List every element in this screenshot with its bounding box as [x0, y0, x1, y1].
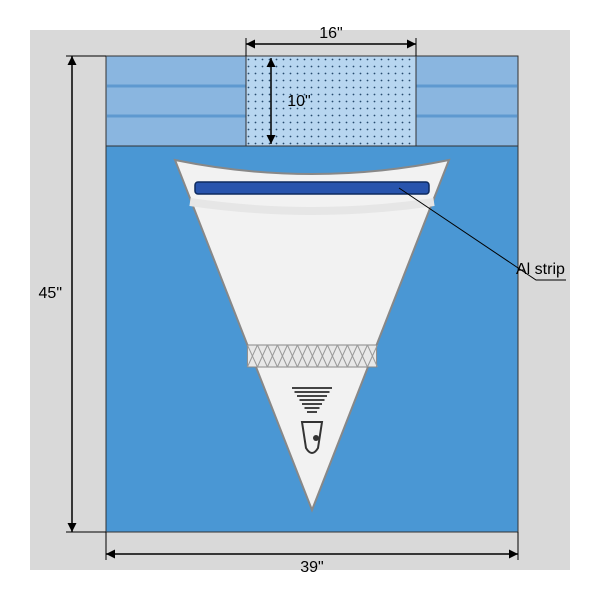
mesh-band: [247, 345, 377, 367]
callout-label: Al strip: [516, 261, 565, 278]
dim-reinforce-width-label: 16": [319, 25, 342, 42]
dim-width-label: 39": [300, 559, 323, 576]
dim-height-label: 45": [39, 285, 62, 302]
dim-reinforce-height-label: 10": [287, 93, 310, 110]
al-strip: [195, 182, 429, 194]
